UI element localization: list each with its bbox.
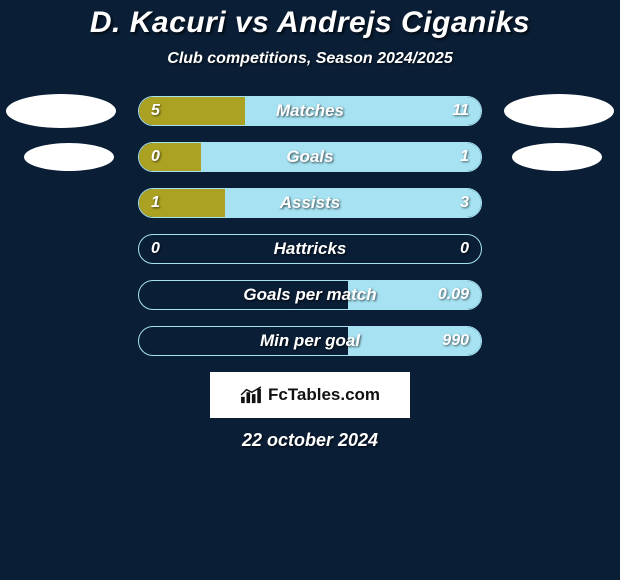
stat-row: 01Goals [0, 142, 620, 172]
stat-row: 0 0Hattricks [0, 234, 620, 264]
player-left-avatar [24, 143, 114, 171]
stat-row: 13Assists [0, 188, 620, 218]
stat-bar-right [225, 189, 482, 217]
stat-value-right: 1 [460, 143, 469, 171]
stat-bar-track: 0.09Goals per match [138, 280, 482, 310]
stat-bar-track: 13Assists [138, 188, 482, 218]
snapshot-date: 22 october 2024 [0, 430, 620, 451]
stat-value-left: 1 [151, 189, 160, 217]
brand-text: FcTables.com [268, 385, 380, 405]
stat-bar-right [201, 143, 481, 171]
comparison-card: D. Kacuri vs Andrejs Ciganiks Club compe… [0, 0, 620, 580]
stat-value-right: 11 [452, 97, 469, 125]
stat-value-right: 0 [460, 235, 469, 263]
stat-value-right: 990 [442, 327, 469, 355]
stat-row: 0.09Goals per match [0, 280, 620, 310]
stat-value-left: 0 [151, 143, 160, 171]
player-right-avatar [504, 94, 614, 128]
stat-value-right: 3 [460, 189, 469, 217]
stat-bar-track: 01Goals [138, 142, 482, 172]
stat-rows: 511Matches01Goals13Assists00Hattricks0.0… [0, 96, 620, 356]
stat-bar-track: 511Matches [138, 96, 482, 126]
stat-value-left: 5 [151, 97, 160, 125]
stat-bar-track: 0 0Hattricks [138, 234, 482, 264]
stat-row: 511Matches [0, 96, 620, 126]
stat-bar-track: 990Min per goal [138, 326, 482, 356]
subtitle: Club competitions, Season 2024/2025 [0, 50, 620, 68]
stat-bar-left [139, 143, 201, 171]
player-right-avatar [512, 143, 602, 171]
player-left-avatar [6, 94, 116, 128]
brand-icon [240, 386, 262, 404]
stat-bar-right [245, 97, 481, 125]
stat-value-right: 0.09 [438, 281, 469, 309]
stat-value-left: 0 [151, 235, 160, 263]
stat-label: Hattricks [139, 235, 481, 263]
brand-badge: FcTables.com [210, 372, 410, 418]
stat-row: 990Min per goal [0, 326, 620, 356]
page-title: D. Kacuri vs Andrejs Ciganiks [0, 6, 620, 40]
